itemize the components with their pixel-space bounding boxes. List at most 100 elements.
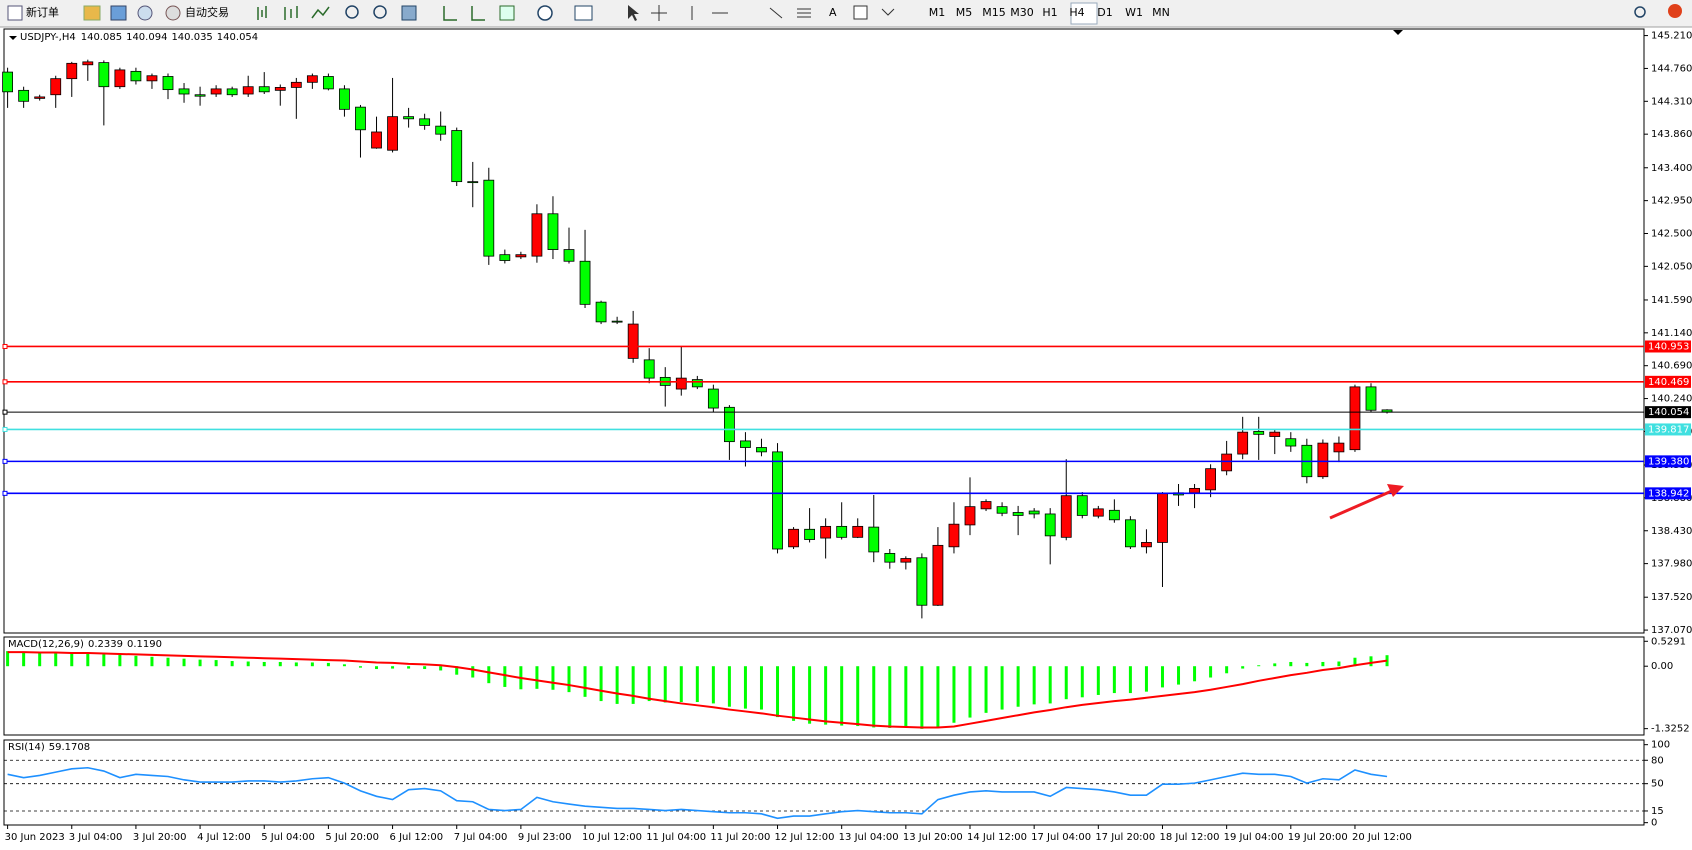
y-tick-label: 138.430: [1651, 526, 1692, 537]
arrow-tool[interactable]: [881, 8, 895, 16]
toolbar-icon[interactable]: [137, 5, 153, 21]
readout-high: 140.094: [126, 32, 167, 43]
y-tick-label: 137.980: [1651, 559, 1692, 570]
zoom-in-icon[interactable]: [345, 5, 359, 19]
candle-icon[interactable]: [284, 6, 298, 20]
bar-chart-icon[interactable]: [257, 6, 267, 20]
toolbar-chart-icons[interactable]: [257, 6, 330, 20]
indicator-icon[interactable]: [499, 5, 515, 21]
y-tick-label: 0.5291: [1651, 636, 1686, 647]
timeframe-button[interactable]: M5: [956, 6, 973, 19]
timeframe-button[interactable]: MN: [1152, 6, 1170, 19]
arrow-head: [1387, 484, 1404, 497]
candle-body: [627, 323, 639, 359]
template-icon[interactable]: [574, 5, 593, 21]
timeframe-button[interactable]: H1: [1042, 6, 1057, 19]
timeframe-button[interactable]: M15: [982, 6, 1006, 19]
new-order-icon[interactable]: [7, 5, 23, 21]
candle-body: [1253, 431, 1265, 435]
scroll-icons[interactable]: [443, 6, 485, 21]
candle-body: [467, 181, 479, 184]
notification-badge[interactable]: [1668, 4, 1682, 18]
readout-open: 140.085: [81, 32, 122, 43]
text-tool[interactable]: A: [829, 6, 837, 19]
y-tick-label: 140.240: [1651, 394, 1692, 405]
y-tick-label: 80: [1651, 755, 1664, 766]
x-tick-label: 11 Jul 04:00: [646, 832, 706, 843]
level-label: 140.054: [1648, 407, 1689, 418]
rsi-label: RSI(14): [8, 742, 45, 753]
level-handle: [2, 379, 8, 385]
level-label-bg: [1645, 375, 1691, 388]
candle-body: [1349, 386, 1361, 451]
x-tick-label: 3 Jul 04:00: [69, 832, 123, 843]
level-label: 138.942: [1648, 488, 1689, 499]
x-tick-label: 6 Jul 12:00: [390, 832, 444, 843]
candle-body: [1285, 438, 1297, 447]
candle-body: [563, 249, 575, 262]
auto-trading-button[interactable]: 自动交易: [185, 5, 229, 19]
candle-body: [707, 388, 719, 409]
active-timeframe-box: [1070, 2, 1098, 25]
toolbar: [0, 0, 1692, 27]
candle-body: [419, 118, 431, 126]
candle-body: [1060, 495, 1072, 538]
candle-body: [1108, 509, 1120, 521]
candle-body: [1269, 431, 1281, 437]
candle-body: [162, 76, 174, 91]
rsi-panel: [3, 739, 1645, 826]
candle-body: [34, 96, 46, 99]
candle-body: [772, 451, 783, 550]
tile-icon[interactable]: [401, 5, 417, 21]
timeframe-button[interactable]: W1: [1125, 6, 1143, 19]
main-panel: [3, 28, 1645, 634]
search-icon[interactable]: [1634, 6, 1646, 18]
crosshair-line-icons[interactable]: [651, 5, 728, 21]
label-tool[interactable]: [853, 5, 868, 20]
x-tick-label: 3 Jul 20:00: [133, 832, 187, 843]
candle-body: [579, 260, 591, 305]
candle-body: [868, 526, 880, 553]
candle-body: [339, 88, 350, 110]
y-tick-label: 50: [1651, 779, 1664, 790]
candle-body: [1012, 512, 1024, 516]
toolbar-icon[interactable]: [83, 5, 101, 21]
y-tick-label: 144.310: [1651, 96, 1692, 107]
x-tick-label: 13 Jul 20:00: [903, 832, 963, 843]
timeframe-button[interactable]: D1: [1097, 6, 1112, 19]
y-tick-label: 141.590: [1651, 295, 1692, 306]
candle-body: [242, 86, 254, 95]
level-label-bg: [1645, 423, 1691, 436]
candle-body: [932, 544, 944, 606]
level-label-bg: [1645, 340, 1691, 353]
candle-body: [483, 179, 495, 257]
candle-body: [1221, 453, 1233, 472]
candle-body: [691, 379, 703, 388]
candle-body: [435, 125, 447, 135]
zoom-out-icon[interactable]: [373, 5, 387, 19]
readout-close: 140.054: [217, 32, 258, 43]
auto-trading-icon[interactable]: [165, 5, 181, 21]
level-label-bg: [1645, 455, 1691, 468]
timeframe-button[interactable]: H4: [1069, 6, 1084, 19]
candle-body: [884, 552, 896, 563]
period-icon[interactable]: [537, 5, 553, 21]
toolbar-icon[interactable]: [110, 5, 127, 21]
y-tick-label: 140.690: [1651, 361, 1692, 372]
timeframe-button[interactable]: M30: [1010, 6, 1034, 19]
candle-body: [900, 558, 912, 563]
macd-header: MACD(12,26,9) 0.2339 0.1190: [8, 639, 162, 650]
candle-body: [258, 86, 270, 93]
chart-header: USDJPY-,H4 140.085 140.094 140.035 140.054: [20, 32, 258, 43]
cursor-icon[interactable]: [628, 5, 639, 21]
x-tick-label: 11 Jul 20:00: [710, 832, 770, 843]
macd-readout: 0.2339: [88, 639, 123, 650]
candle-body: [50, 78, 62, 96]
draw-icons[interactable]: [769, 7, 811, 19]
timeframe-button[interactable]: M1: [929, 6, 946, 19]
candle-body: [916, 557, 928, 606]
y-tick-label: 137.070: [1651, 625, 1692, 636]
y-tick-label: 142.500: [1651, 228, 1692, 239]
new-order-button[interactable]: 新订单: [26, 5, 59, 19]
line-icon[interactable]: [311, 6, 330, 19]
